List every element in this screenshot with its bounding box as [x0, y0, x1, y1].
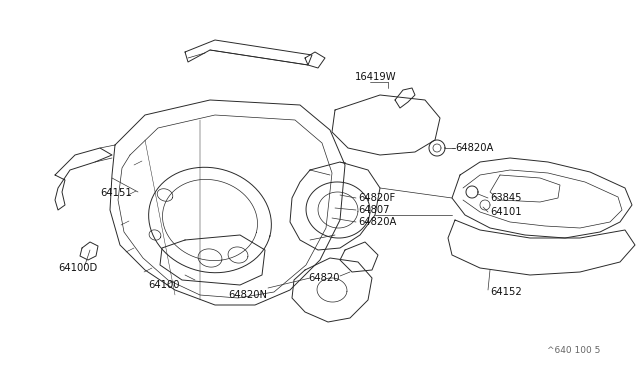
Text: 64820A: 64820A [358, 217, 396, 227]
Text: 64820N: 64820N [228, 290, 267, 300]
Text: 64152: 64152 [490, 287, 522, 297]
Text: 64820: 64820 [308, 273, 339, 283]
Text: 64807: 64807 [358, 205, 390, 215]
Text: 64100: 64100 [148, 280, 179, 290]
Text: 64101: 64101 [490, 207, 522, 217]
Text: 64100D: 64100D [58, 263, 97, 273]
Text: 64820F: 64820F [358, 193, 396, 203]
Text: ^640 100 5: ^640 100 5 [547, 346, 600, 355]
Text: 63845: 63845 [490, 193, 522, 203]
Text: 64151: 64151 [100, 188, 132, 198]
Text: 16419W: 16419W [355, 72, 397, 82]
Text: 64820A: 64820A [455, 143, 493, 153]
